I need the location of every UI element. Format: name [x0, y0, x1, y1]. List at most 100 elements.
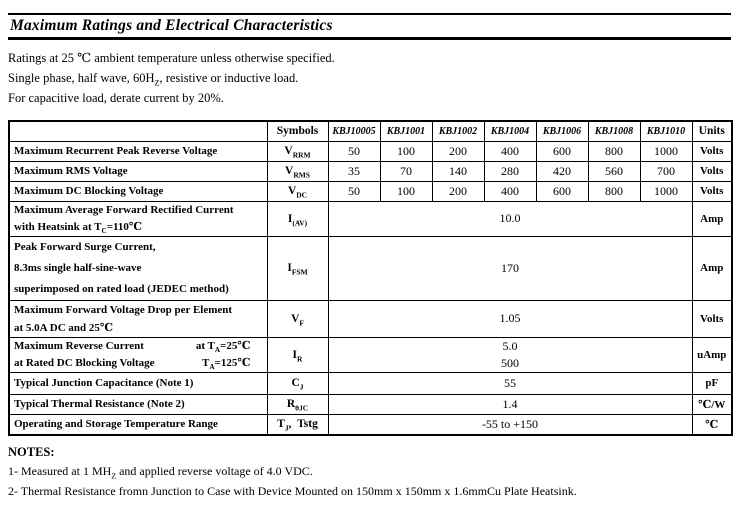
note-1: 1- Measured at 1 MHZ and applied reverse… — [8, 464, 313, 481]
table-row-cj: Typical Junction Capacitance (Note 1) CJ… — [8, 371, 733, 395]
table-row-rthjc: Typical Thermal Resistance (Note 2) RθJC… — [8, 393, 733, 415]
header-part-kbj1004: KBJ1004 — [483, 120, 537, 142]
value-cell: 35 — [327, 160, 381, 182]
header-part-kbj1002: KBJ1002 — [431, 120, 485, 142]
intro-text: Ratings at 25 ℃ ambient temperature unle… — [8, 48, 731, 108]
value-cell: 1000 — [639, 180, 693, 202]
unit-cell: pF — [691, 371, 733, 395]
merged-value-cell: 170 — [327, 235, 693, 301]
unit-cell: ℃ — [691, 413, 733, 436]
param-cell: Operating and Storage Temperature Range — [8, 413, 268, 436]
param-line-left: at Rated DC Blocking Voltage — [14, 356, 155, 369]
header-part-kbj1008: KBJ1008 — [587, 120, 641, 142]
param-line: Maximum Reverse Current at TA=25℃ — [14, 338, 265, 355]
param-cell: Maximum Forward Voltage Drop per Element… — [8, 299, 268, 338]
header-part-kbj1006: KBJ1006 — [535, 120, 589, 142]
param-cell: Typical Thermal Resistance (Note 2) — [8, 393, 268, 415]
value-cell: 1000 — [639, 140, 693, 162]
note-2: 2- Thermal Resistance fromn Junction to … — [8, 484, 577, 498]
ratings-table: Symbols KBJ10005 KBJ1001 KBJ1002 KBJ1004… — [8, 120, 733, 436]
notes-heading: NOTES: — [8, 445, 55, 459]
symbol-cell: I(AV) — [266, 200, 329, 237]
intro-line-phase: Single phase, half wave, 60HZ, resistive… — [8, 71, 299, 88]
datasheet-page: Maximum Ratings and Electrical Character… — [0, 13, 739, 501]
intro-line-capacitive: For capacitive load, derate current by 2… — [8, 91, 224, 105]
value-cell: 600 — [535, 180, 589, 202]
value-cell: 100 — [379, 140, 433, 162]
param-line: 8.3ms single half-sine-wave — [14, 261, 142, 274]
merged-value-cell: 10.0 — [327, 200, 693, 237]
param-line-condition: TA=125℃ — [202, 356, 251, 371]
param-line: Maximum Recurrent Peak Reverse Voltage — [14, 144, 218, 157]
symbol-cell: IR — [266, 336, 329, 373]
value-cell: 200 — [431, 140, 485, 162]
symbol-cell: VRMS — [266, 160, 329, 182]
symbol-cell: VDC — [266, 180, 329, 202]
value-line: 5.0 — [502, 338, 518, 353]
symbol-cell: CJ — [266, 371, 329, 395]
merged-value-cell: 1.4 — [327, 393, 693, 415]
symbol-cell: RθJC — [266, 393, 329, 415]
value-cell: 700 — [639, 160, 693, 182]
param-line: Maximum Forward Voltage Drop per Element — [14, 303, 233, 316]
param-line: with Heatsink at TC=110℃ — [14, 220, 143, 235]
table-row-vrms: Maximum RMS Voltage VRMS 35 70 140 280 4… — [8, 160, 733, 182]
value-cell: 400 — [483, 180, 537, 202]
param-cell: Peak Forward Surge Current, 8.3ms single… — [8, 235, 268, 301]
table-row-vdc: Maximum DC Blocking Voltage VDC 50 100 2… — [8, 180, 733, 202]
param-line: Maximum RMS Voltage — [14, 164, 128, 177]
param-line: at Rated DC Blocking Voltage TA=125℃ — [14, 355, 265, 372]
value-cell: 200 — [431, 180, 485, 202]
table-header-row: Symbols KBJ10005 KBJ1001 KBJ1002 KBJ1004… — [8, 120, 733, 142]
param-cell: Maximum Average Forward Rectified Curren… — [8, 200, 268, 237]
unit-cell: Volts — [691, 160, 733, 182]
value-cell: 560 — [587, 160, 641, 182]
param-line: Maximum Average Forward Rectified Curren… — [14, 203, 234, 216]
unit-cell: Volts — [691, 299, 733, 338]
page-title: Maximum Ratings and Electrical Character… — [8, 15, 731, 40]
param-line: Peak Forward Surge Current, — [14, 240, 156, 253]
param-line: Typical Junction Capacitance (Note 1) — [14, 376, 194, 389]
intro-line-ratings: Ratings at 25 ℃ ambient temperature unle… — [8, 51, 335, 65]
header-param-cell — [8, 120, 268, 142]
param-line: Operating and Storage Temperature Range — [14, 417, 218, 430]
unit-cell: Volts — [691, 180, 733, 202]
symbol-cell: VRRM — [266, 140, 329, 162]
value-cell: 50 — [327, 180, 381, 202]
table-row-vrrm: Maximum Recurrent Peak Reverse Voltage V… — [8, 140, 733, 162]
value-cell: 800 — [587, 140, 641, 162]
value-cell: 100 — [379, 180, 433, 202]
table-row-ir: Maximum Reverse Current at TA=25℃ at Rat… — [8, 336, 733, 373]
value-cell: 280 — [483, 160, 537, 182]
param-cell: Maximum DC Blocking Voltage — [8, 180, 268, 202]
header-part-kbj1001: KBJ1001 — [379, 120, 433, 142]
value-cell: 800 — [587, 180, 641, 202]
param-line: Maximum DC Blocking Voltage — [14, 184, 164, 197]
param-cell: Maximum RMS Voltage — [8, 160, 268, 182]
table-row-ifsm: Peak Forward Surge Current, 8.3ms single… — [8, 235, 733, 301]
merged-value-cell: 5.0 500 — [327, 336, 693, 373]
merged-value-cell: 55 — [327, 371, 693, 395]
value-line: 500 — [501, 355, 519, 370]
symbol-cell: IFSM — [266, 235, 329, 301]
unit-cell: uAmp — [691, 336, 733, 373]
param-line-left: Maximum Reverse Current — [14, 339, 144, 352]
value-cell: 70 — [379, 160, 433, 182]
param-cell: Maximum Recurrent Peak Reverse Voltage — [8, 140, 268, 162]
param-cell: Typical Junction Capacitance (Note 1) — [8, 371, 268, 395]
header-part-kbj1010: KBJ1010 — [639, 120, 693, 142]
param-line: superimposed on rated load (JEDEC method… — [14, 282, 229, 295]
value-cell: 400 — [483, 140, 537, 162]
unit-cell: Amp — [691, 235, 733, 301]
unit-cell: ℃/W — [691, 393, 733, 415]
param-line: Typical Thermal Resistance (Note 2) — [14, 397, 185, 410]
notes-section: NOTES: 1- Measured at 1 MHZ and applied … — [8, 443, 731, 501]
value-cell: 600 — [535, 140, 589, 162]
table-row-vf: Maximum Forward Voltage Drop per Element… — [8, 299, 733, 338]
header-symbols: Symbols — [266, 120, 329, 142]
value-cell: 50 — [327, 140, 381, 162]
table-row-tj-tstg: Operating and Storage Temperature Range … — [8, 413, 733, 436]
param-cell: Maximum Reverse Current at TA=25℃ at Rat… — [8, 336, 268, 373]
symbol-cell: VF — [266, 299, 329, 338]
symbol-cell: TJ, Tstg — [266, 413, 329, 436]
